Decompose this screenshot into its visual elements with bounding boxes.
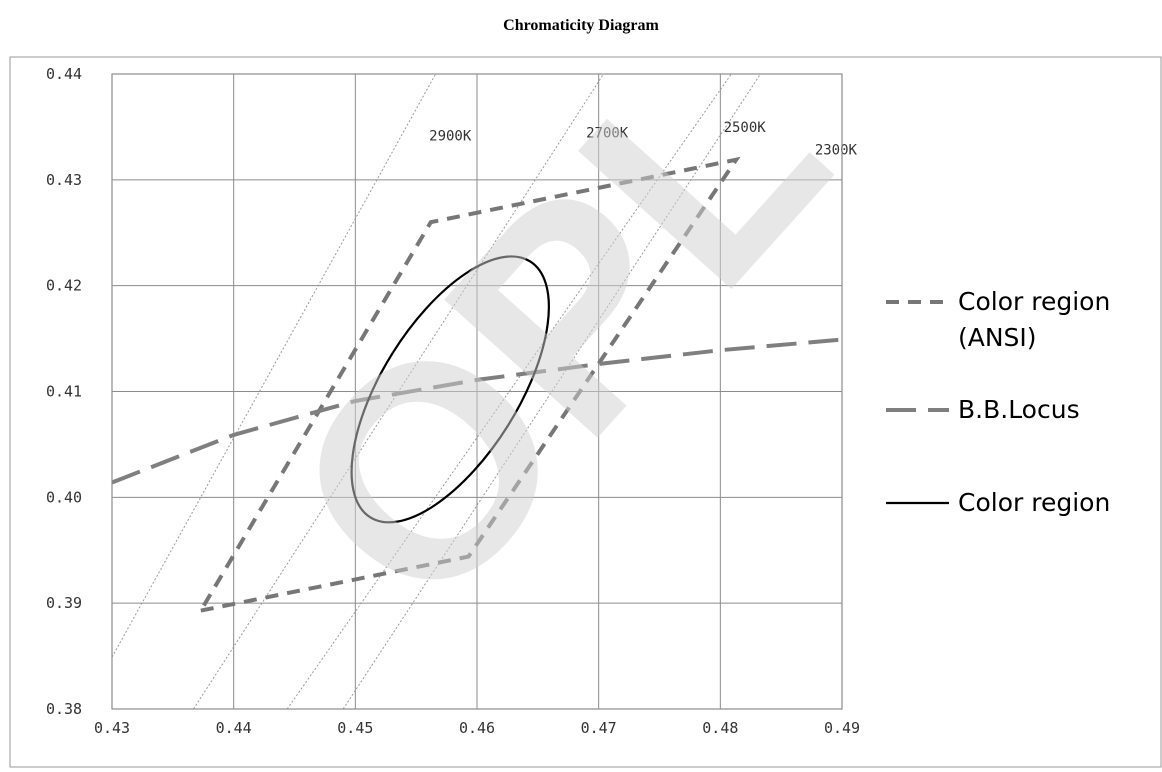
x-tick-label: 0.49 [824, 719, 860, 737]
isotherm-label: 2500K [724, 120, 767, 136]
x-tick-label: 0.44 [216, 719, 252, 737]
chart-area-border [9, 56, 1162, 768]
chart-title: Chromaticity Diagram [503, 17, 659, 34]
isotherm-label: 2300K [815, 142, 858, 158]
isotherm-line [111, 73, 437, 658]
isotherm-label: 2900K [429, 129, 472, 145]
x-tick-label: 0.46 [459, 719, 495, 737]
color-region-ellipse [350, 255, 550, 524]
watermark-text: OPL [226, 0, 888, 669]
legend-label: Color region [958, 488, 1110, 517]
y-tick-label: 0.42 [46, 277, 82, 295]
legend-label: B.B.Locus [958, 395, 1080, 424]
isotherm-line [286, 73, 732, 710]
isotherm-label: 2700K [586, 126, 629, 142]
x-tick-label: 0.45 [337, 719, 373, 737]
bb-locus-line [111, 337, 843, 485]
y-tick-label: 0.39 [46, 594, 82, 612]
x-tick-label: 0.48 [702, 719, 738, 737]
legend-label: (ANSI) [958, 323, 1037, 352]
plot-area-border [111, 73, 843, 710]
y-tick-label: 0.41 [46, 383, 82, 401]
legend-label: Color region [958, 287, 1110, 316]
isotherm-line [342, 73, 761, 710]
y-tick-label: 0.44 [46, 65, 82, 83]
legend: Color region (ANSI) B.B.Locus Color region [886, 287, 1110, 517]
series-layer [111, 156, 843, 613]
x-tick-label: 0.47 [581, 719, 617, 737]
y-tick-label: 0.38 [46, 700, 82, 718]
tick-labels: 0.43 0.44 0.45 0.46 0.47 0.48 0.49 0.38 0.39 0.40… [46, 65, 860, 737]
y-tick-label: 0.43 [46, 171, 82, 189]
isotherm-lines: 2900K 2700K 2500K 2300K [111, 73, 858, 710]
ansi-region-line [199, 156, 741, 613]
y-tick-label: 0.40 [46, 488, 82, 506]
x-tick-label: 0.43 [94, 719, 130, 737]
